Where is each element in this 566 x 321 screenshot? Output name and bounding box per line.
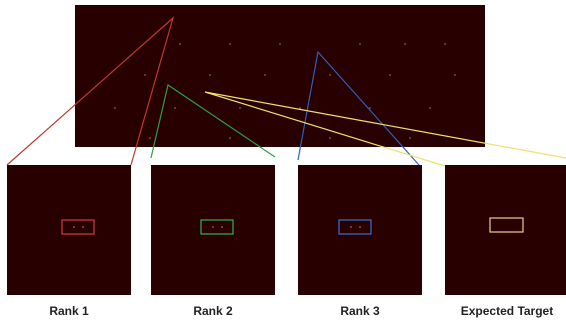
panel-1 [7,165,131,295]
panel-label: Rank 3 [340,304,380,318]
panel-label: Expected Target [461,304,553,318]
figure: Rank 1 Rank 2 Rank 3 Expected Target [0,0,566,321]
panel-4 [445,165,566,295]
panel-label: Rank 1 [49,304,89,318]
panel-2 [151,165,275,295]
panel-3 [298,165,422,295]
panel-label: Rank 2 [193,304,233,318]
overview-image [75,5,485,147]
